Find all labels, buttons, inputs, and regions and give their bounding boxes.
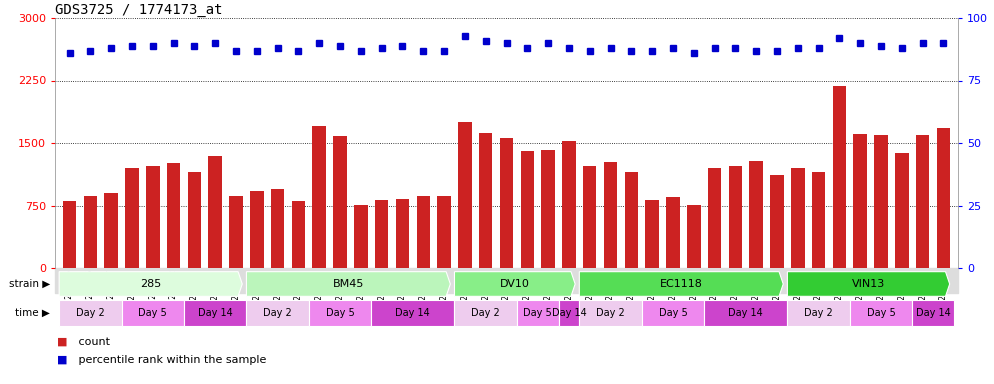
Text: DV10: DV10	[500, 279, 530, 289]
Bar	[167, 163, 180, 268]
Text: Day 2: Day 2	[263, 308, 292, 318]
Text: Day 5: Day 5	[138, 308, 167, 318]
Text: Day 2: Day 2	[76, 308, 104, 318]
Bar	[479, 133, 492, 268]
FancyArrow shape	[454, 272, 576, 296]
Text: Day 2: Day 2	[804, 308, 833, 318]
Bar	[146, 166, 160, 268]
Bar	[437, 195, 451, 268]
Text: Day 14: Day 14	[915, 308, 950, 318]
Bar	[521, 151, 534, 268]
Bar	[563, 141, 576, 268]
Bar	[708, 168, 722, 268]
FancyArrow shape	[60, 272, 243, 296]
Text: percentile rank within the sample: percentile rank within the sample	[75, 355, 266, 365]
Bar	[645, 200, 659, 268]
Bar	[580, 300, 642, 326]
Bar	[333, 136, 347, 268]
Text: Day 5: Day 5	[867, 308, 896, 318]
Bar	[603, 162, 617, 268]
Bar	[83, 196, 97, 268]
Bar	[104, 193, 118, 268]
Bar	[624, 172, 638, 268]
Bar	[271, 189, 284, 268]
Bar	[209, 156, 222, 268]
Text: EC1118: EC1118	[660, 279, 703, 289]
Text: strain ▶: strain ▶	[9, 279, 50, 289]
Bar	[875, 135, 888, 268]
Text: ■: ■	[57, 355, 68, 365]
Text: 285: 285	[140, 279, 161, 289]
Bar	[312, 126, 326, 268]
Bar	[63, 201, 77, 268]
Bar	[125, 168, 139, 268]
Text: ■: ■	[57, 337, 68, 347]
Bar	[666, 197, 680, 268]
Bar	[291, 201, 305, 268]
Bar	[854, 134, 867, 268]
Text: GDS3725 / 1774173_at: GDS3725 / 1774173_at	[55, 3, 223, 17]
Bar	[371, 300, 454, 326]
Bar	[309, 300, 371, 326]
Text: Day 14: Day 14	[198, 308, 233, 318]
Bar	[704, 300, 787, 326]
Bar	[60, 300, 121, 326]
Bar	[416, 195, 430, 268]
Bar	[354, 205, 368, 268]
Bar	[121, 300, 184, 326]
Text: Day 2: Day 2	[471, 308, 500, 318]
Bar	[850, 300, 912, 326]
Bar	[936, 128, 950, 268]
Bar	[642, 300, 704, 326]
Bar	[230, 195, 243, 268]
Bar	[787, 300, 850, 326]
Bar	[247, 300, 309, 326]
Bar	[454, 300, 517, 326]
Bar	[184, 300, 247, 326]
Bar	[895, 153, 909, 268]
Bar	[396, 199, 410, 268]
FancyArrow shape	[580, 272, 783, 296]
Text: Day 14: Day 14	[552, 308, 586, 318]
Text: time ▶: time ▶	[15, 308, 50, 318]
Text: Day 2: Day 2	[596, 308, 625, 318]
Bar	[517, 300, 559, 326]
FancyArrow shape	[247, 272, 450, 296]
Bar	[687, 205, 701, 268]
Bar	[188, 172, 201, 268]
Bar	[375, 200, 389, 268]
Bar	[791, 168, 804, 268]
Text: Day 14: Day 14	[396, 308, 430, 318]
Bar	[833, 86, 846, 268]
Text: Day 5: Day 5	[326, 308, 355, 318]
Bar	[542, 150, 555, 268]
Bar	[559, 300, 580, 326]
Bar	[770, 175, 783, 268]
Bar	[812, 172, 825, 268]
Text: BM45: BM45	[333, 279, 364, 289]
Text: Day 14: Day 14	[729, 308, 763, 318]
Bar	[582, 166, 596, 268]
Text: count: count	[75, 337, 109, 347]
Bar	[250, 191, 263, 268]
Text: VIN13: VIN13	[852, 279, 886, 289]
Bar	[749, 161, 763, 268]
Bar	[915, 135, 929, 268]
Text: Day 5: Day 5	[523, 308, 552, 318]
Bar	[729, 166, 743, 268]
Bar	[912, 300, 954, 326]
FancyArrow shape	[787, 272, 949, 296]
Bar	[458, 122, 471, 268]
Bar	[500, 138, 513, 268]
Text: Day 5: Day 5	[659, 308, 687, 318]
